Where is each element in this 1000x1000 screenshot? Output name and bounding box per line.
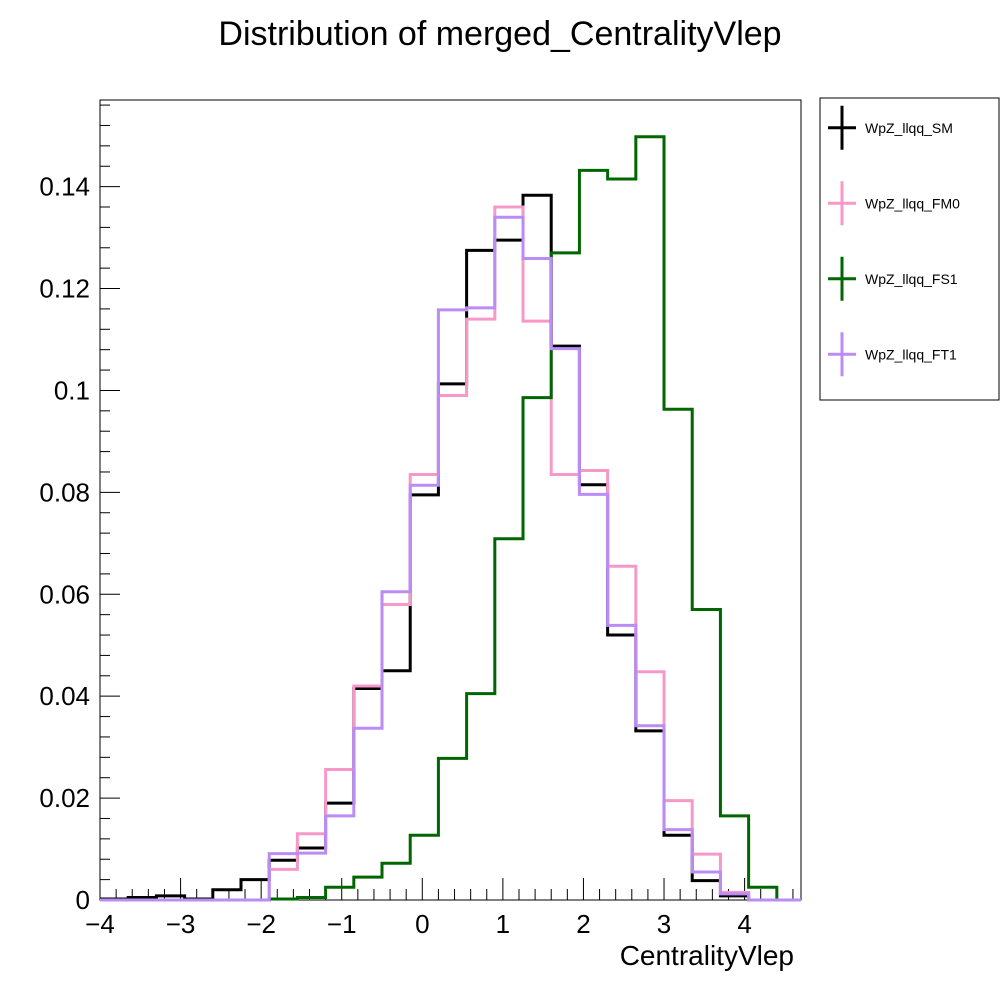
legend: WpZ_llqq_SM WpZ_llqq_FM0 WpZ_llqq_FS1 WpZ_l… (819, 97, 1000, 401)
y-tick-label: 0.12 (39, 274, 90, 304)
x-tick-label: 0 (415, 909, 429, 939)
x-tick-label: −1 (327, 909, 357, 939)
y-tick-label: 0.02 (39, 783, 90, 813)
plot-area (99, 99, 802, 901)
series-line-3 (100, 215, 801, 902)
legend-entry: WpZ_llqq_FT1 (828, 332, 957, 377)
y-tick-label: 0.06 (39, 579, 90, 609)
legend-label: WpZ_llqq_SM (865, 120, 953, 136)
series-line-1 (100, 205, 801, 902)
x-axis-label: CentralityVlep (620, 940, 794, 971)
y-tick-label: 0.14 (39, 172, 90, 202)
x-tick-label: 1 (496, 909, 510, 939)
legend-label: WpZ_llqq_FT1 (865, 346, 957, 362)
y-tick-label: 0.04 (39, 681, 90, 711)
y-axis-ticks: 0 0.02 0.04 0.06 0.08 0.1 0.12 0.14 (39, 104, 120, 915)
legend-entries: WpZ_llqq_SM WpZ_llqq_FM0 WpZ_llqq_FS1 WpZ_l… (828, 105, 960, 377)
legend-entry: WpZ_llqq_FM0 (828, 181, 960, 226)
x-tick-label: 4 (737, 909, 751, 939)
plot-frame (99, 99, 802, 901)
chart-title: Distribution of merged_CentralityVlep (218, 15, 781, 53)
legend-label: WpZ_llqq_FS1 (865, 271, 958, 287)
legend-entry: WpZ_llqq_SM (828, 105, 953, 150)
series-line-2 (100, 135, 801, 902)
x-tick-label: −3 (166, 909, 196, 939)
x-tick-label: −4 (85, 909, 115, 939)
y-tick-label: 0 (76, 885, 90, 915)
x-tick-label: 3 (657, 909, 671, 939)
legend-label: WpZ_llqq_FM0 (865, 195, 960, 211)
x-axis-ticks: −4 −3 −2 −1 0 1 2 3 4 (85, 878, 794, 939)
series-layer (100, 135, 801, 902)
legend-entry: WpZ_llqq_FS1 (828, 256, 958, 301)
y-tick-label: 0.1 (54, 375, 90, 405)
x-tick-label: 2 (576, 909, 590, 939)
legend-box (819, 97, 1000, 401)
x-tick-label: −2 (246, 909, 276, 939)
y-tick-label: 0.08 (39, 477, 90, 507)
